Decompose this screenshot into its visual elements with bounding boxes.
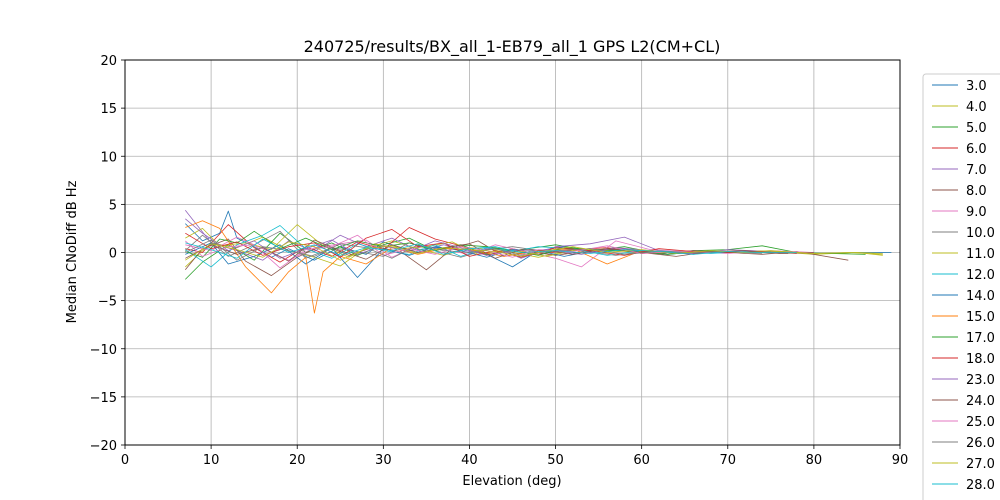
x-tick-label: 90 xyxy=(892,453,909,468)
legend-label: 8.0 xyxy=(966,184,987,199)
legend-label: 5.0 xyxy=(966,121,987,136)
legend-label: 11.0 xyxy=(966,247,995,262)
series-line-28.0 xyxy=(185,238,797,259)
series-line-18.0 xyxy=(185,228,797,258)
series-line-15.0 xyxy=(185,220,746,314)
x-tick-label: 30 xyxy=(375,453,392,468)
legend-label: 4.0 xyxy=(966,100,987,115)
legend-label: 7.0 xyxy=(966,163,987,178)
y-tick-label: 0 xyxy=(109,247,117,262)
y-tick-label: −10 xyxy=(90,343,117,358)
legend-label: 9.0 xyxy=(966,205,987,220)
x-tick-label: 20 xyxy=(289,453,306,468)
legend-label: 28.0 xyxy=(966,478,995,493)
x-tick-label: 60 xyxy=(633,453,650,468)
x-tick-label: 40 xyxy=(461,453,478,468)
series-line-26.0 xyxy=(185,239,763,261)
legend-label: 26.0 xyxy=(966,436,995,451)
legend-label: 15.0 xyxy=(966,310,995,325)
legend-label: 24.0 xyxy=(966,394,995,409)
x-axis-label: Elevation (deg) xyxy=(462,474,561,489)
y-tick-label: 10 xyxy=(100,150,117,165)
legend-label: 10.0 xyxy=(966,226,995,241)
y-tick-label: −5 xyxy=(98,295,117,310)
x-tick-label: 50 xyxy=(547,453,564,468)
y-tick-label: 15 xyxy=(100,102,117,117)
x-tick-label: 0 xyxy=(121,453,129,468)
series-layer xyxy=(184,209,892,314)
legend-label: 3.0 xyxy=(966,79,987,94)
x-tick-label: 10 xyxy=(203,453,220,468)
y-axis: −20 −15 −10 −5 0 5 10 15 20 xyxy=(90,54,125,454)
legend-label: 14.0 xyxy=(966,289,995,304)
legend-label: 23.0 xyxy=(966,373,995,388)
x-tick-label: 80 xyxy=(806,453,823,468)
legend-label: 6.0 xyxy=(966,142,987,157)
y-axis-label: Median CNoDiff dB Hz xyxy=(65,180,80,323)
legend-label: 18.0 xyxy=(966,352,995,367)
x-tick-label: 70 xyxy=(720,453,737,468)
legend-label: 17.0 xyxy=(966,331,995,346)
y-tick-label: −15 xyxy=(90,391,117,406)
y-tick-label: 5 xyxy=(109,198,117,213)
x-axis: 0 10 20 30 40 50 60 70 80 90 xyxy=(121,445,908,468)
series-line-27.0 xyxy=(185,241,883,261)
y-tick-label: −20 xyxy=(90,439,117,454)
y-tick-label: 20 xyxy=(100,54,117,69)
legend-label: 25.0 xyxy=(966,415,995,430)
legend-box xyxy=(922,73,1000,500)
chart-title: 240725/results/BX_all_1-EB79_all_1 GPS L… xyxy=(304,37,721,57)
series-line-24.0 xyxy=(185,239,814,262)
legend-label: 12.0 xyxy=(966,268,995,283)
legend-label: 27.0 xyxy=(966,457,995,472)
legend: 3.0 4.0 5.0 6.0 7.0 8.0 9.0 10.0 11.0 12.0 14.0 15.… xyxy=(922,73,1000,500)
